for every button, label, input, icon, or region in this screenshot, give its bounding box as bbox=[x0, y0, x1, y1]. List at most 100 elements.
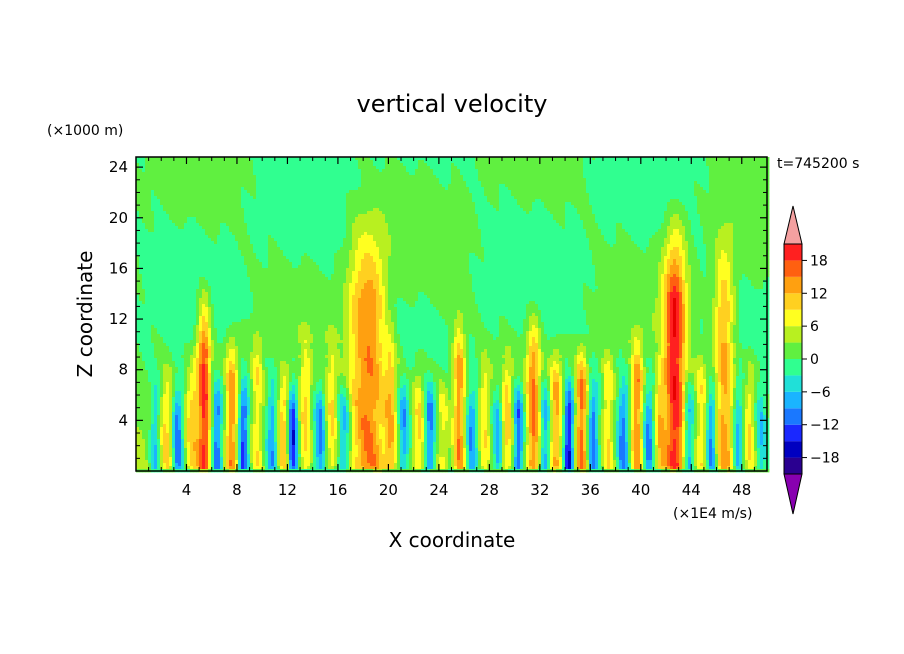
field-cell bbox=[244, 175, 247, 178]
field-cell bbox=[301, 199, 304, 202]
field-cell bbox=[538, 217, 541, 220]
field-cell bbox=[664, 217, 667, 220]
field-cell bbox=[535, 196, 538, 199]
field-cell bbox=[742, 205, 745, 208]
field-cell bbox=[496, 220, 499, 223]
field-cell bbox=[370, 208, 373, 211]
field-cell bbox=[634, 217, 637, 220]
field-cell bbox=[733, 208, 736, 211]
field-cell bbox=[607, 208, 610, 211]
field-cell bbox=[202, 178, 205, 181]
field-cell bbox=[232, 217, 235, 220]
field-cell bbox=[736, 214, 739, 217]
field-cell bbox=[682, 190, 685, 193]
field-cell bbox=[616, 220, 619, 223]
field-cell bbox=[655, 178, 658, 181]
field-cell bbox=[175, 214, 178, 217]
field-cell bbox=[151, 163, 154, 166]
field-cell bbox=[310, 202, 313, 205]
field-cell bbox=[568, 160, 571, 163]
field-cell bbox=[199, 202, 202, 205]
field-cell bbox=[718, 160, 721, 163]
field-cell bbox=[667, 217, 670, 220]
field-cell bbox=[676, 193, 679, 196]
field-cell bbox=[271, 223, 274, 226]
field-cell bbox=[415, 181, 418, 184]
field-cell bbox=[316, 202, 319, 205]
field-cell bbox=[292, 169, 295, 172]
field-cell bbox=[361, 202, 364, 205]
field-cell bbox=[193, 223, 196, 226]
field-cell bbox=[562, 166, 565, 169]
field-cell bbox=[157, 202, 160, 205]
field-cell bbox=[532, 226, 535, 229]
field-cell bbox=[316, 166, 319, 169]
field-cell bbox=[592, 214, 595, 217]
field-cell bbox=[577, 169, 580, 172]
field-cell bbox=[451, 196, 454, 199]
field-cell bbox=[709, 205, 712, 208]
field-cell bbox=[517, 217, 520, 220]
field-cell bbox=[700, 199, 703, 202]
field-cell bbox=[526, 175, 529, 178]
field-cell bbox=[382, 169, 385, 172]
field-cell bbox=[625, 190, 628, 193]
field-cell bbox=[610, 178, 613, 181]
field-cell bbox=[598, 202, 601, 205]
field-cell bbox=[283, 214, 286, 217]
field-cell bbox=[304, 199, 307, 202]
field-cell bbox=[583, 220, 586, 223]
field-cell bbox=[673, 208, 676, 211]
field-cell bbox=[139, 169, 142, 172]
field-cell bbox=[496, 166, 499, 169]
field-cell bbox=[673, 160, 676, 163]
field-cell bbox=[322, 226, 325, 229]
field-cell bbox=[562, 223, 565, 226]
field-cell bbox=[382, 184, 385, 187]
field-cell bbox=[628, 211, 631, 214]
field-cell bbox=[250, 190, 253, 193]
field-cell bbox=[217, 226, 220, 229]
field-cell bbox=[163, 208, 166, 211]
field-cell bbox=[205, 217, 208, 220]
field-cell bbox=[616, 193, 619, 196]
field-cell bbox=[484, 205, 487, 208]
field-cell bbox=[175, 226, 178, 229]
field-cell bbox=[193, 226, 196, 229]
field-cell bbox=[724, 199, 727, 202]
field-cell bbox=[364, 190, 367, 193]
field-cell bbox=[211, 226, 214, 229]
field-cell bbox=[514, 208, 517, 211]
field-cell bbox=[154, 172, 157, 175]
field-cell bbox=[379, 196, 382, 199]
field-cell bbox=[148, 193, 151, 196]
field-cell bbox=[754, 208, 757, 211]
field-cell bbox=[193, 190, 196, 193]
field-cell bbox=[448, 184, 451, 187]
field-cell bbox=[502, 196, 505, 199]
field-cell bbox=[646, 214, 649, 217]
field-cell bbox=[745, 160, 748, 163]
field-cell bbox=[727, 187, 730, 190]
field-cell bbox=[760, 220, 763, 223]
field-cell bbox=[616, 169, 619, 172]
field-cell bbox=[565, 181, 568, 184]
field-cell bbox=[373, 184, 376, 187]
field-cell bbox=[493, 160, 496, 163]
field-cell bbox=[523, 193, 526, 196]
field-cell bbox=[451, 163, 454, 166]
field-cell bbox=[388, 187, 391, 190]
field-cell bbox=[391, 187, 394, 190]
field-cell bbox=[334, 226, 337, 229]
field-cell bbox=[556, 196, 559, 199]
field-cell bbox=[574, 214, 577, 217]
field-cell bbox=[250, 208, 253, 211]
field-cell bbox=[262, 202, 265, 205]
field-cell bbox=[211, 211, 214, 214]
field-cell bbox=[703, 208, 706, 211]
field-cell bbox=[487, 175, 490, 178]
field-cell bbox=[466, 196, 469, 199]
field-cell bbox=[217, 196, 220, 199]
field-cell bbox=[160, 202, 163, 205]
field-cell bbox=[688, 205, 691, 208]
